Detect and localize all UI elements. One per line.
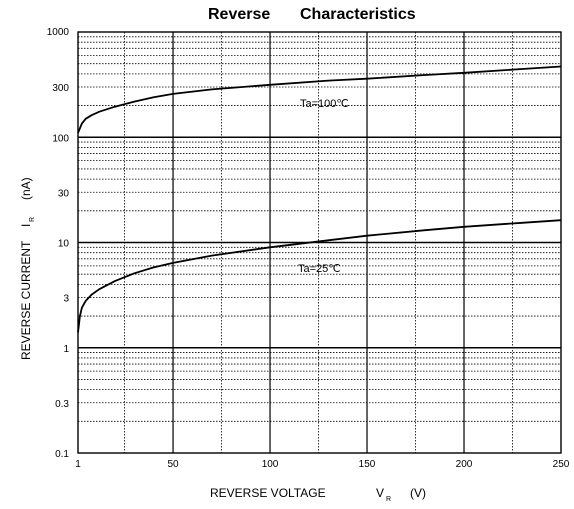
x-tick-label: 50 bbox=[167, 459, 179, 470]
y-tick-label: 30 bbox=[58, 188, 70, 199]
x-tick-label: 150 bbox=[359, 459, 376, 470]
x-tick-label: 1 bbox=[75, 459, 81, 470]
y-tick-label: 1 bbox=[63, 344, 69, 355]
x-axis-subscript: R bbox=[386, 496, 391, 503]
y-tick-label: 100 bbox=[52, 133, 69, 144]
grid bbox=[78, 32, 561, 453]
x-tick-label: 100 bbox=[262, 459, 279, 470]
y-tick-label: 0.1 bbox=[55, 449, 69, 460]
series-annotation-ta-25c: Ta=25℃ bbox=[298, 263, 341, 275]
x-axis-symbol: V bbox=[376, 486, 384, 500]
y-tick-label: 3 bbox=[63, 294, 69, 305]
series-annotation-ta-100c: Ta=100℃ bbox=[300, 98, 349, 110]
y-tick-label: 1000 bbox=[47, 27, 70, 38]
x-axis-unit: (V) bbox=[410, 486, 426, 500]
x-tick-label: 250 bbox=[553, 459, 570, 470]
series-line-ta-25c bbox=[77, 219, 562, 333]
y-axis-unit: (nA) bbox=[19, 177, 33, 200]
y-axis-subscript: R bbox=[29, 217, 36, 222]
x-tick-label: 200 bbox=[456, 459, 473, 470]
y-axis-label: REVERSE CURRENT I R (nA) bbox=[19, 177, 36, 360]
series-annotations: Ta=100℃ Ta=25℃ bbox=[298, 98, 349, 275]
y-axis-symbol: I bbox=[19, 224, 33, 227]
series-curves bbox=[77, 65, 562, 333]
x-axis-label: REVERSE VOLTAGE V R (V) bbox=[210, 486, 426, 503]
y-axis-title: REVERSE CURRENT bbox=[19, 240, 33, 360]
plot-frame bbox=[77, 31, 562, 454]
y-tick-label: 300 bbox=[52, 83, 69, 94]
x-axis-title: REVERSE VOLTAGE bbox=[210, 486, 326, 500]
series-line-ta-100c bbox=[77, 65, 562, 134]
chart-title-part2: Characteristics bbox=[300, 6, 416, 23]
chart-title-part1: Reverse bbox=[208, 6, 270, 23]
y-tick-label: 0.3 bbox=[55, 399, 69, 410]
y-tick-label: 10 bbox=[58, 239, 70, 250]
